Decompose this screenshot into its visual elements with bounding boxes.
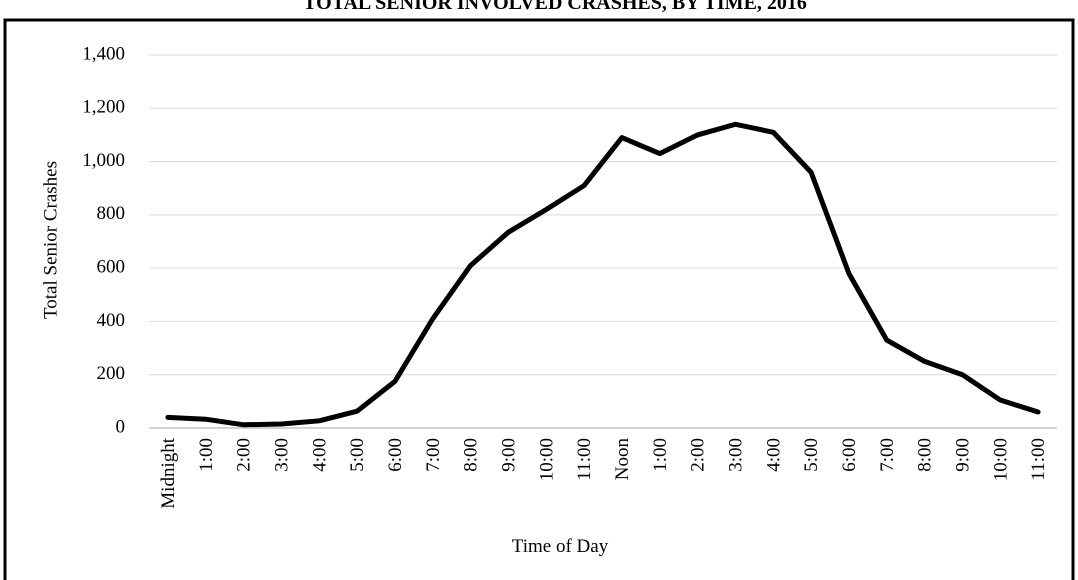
x-tick-label: 7:00	[877, 438, 898, 472]
y-tick-label: 800	[97, 203, 126, 224]
y-tick-label: 1,200	[82, 97, 125, 118]
x-tick-label: 11:00	[574, 438, 595, 481]
y-tick-label: 600	[97, 257, 126, 278]
x-tick-label: 5:00	[347, 438, 368, 472]
chart-border	[3, 18, 1075, 580]
x-tick-label: 6:00	[385, 438, 406, 472]
x-tick-label: 8:00	[461, 438, 482, 472]
x-tick-label: 11:00	[1028, 438, 1049, 481]
x-tick-label: 10:00	[990, 438, 1011, 481]
x-tick-label: 2:00	[688, 438, 709, 472]
x-tick-label: 5:00	[801, 438, 822, 472]
chart-title: TOTAL SENIOR INVOLVED CRASHES, BY TIME, …	[303, 0, 807, 14]
x-tick-label: 4:00	[763, 438, 784, 472]
y-axis-title: Total Senior Crashes	[40, 161, 61, 319]
x-tick-label: 3:00	[725, 438, 746, 472]
x-tick-label: 3:00	[271, 438, 292, 472]
x-tick-label: 7:00	[423, 438, 444, 472]
x-tick-label: Noon	[612, 438, 633, 481]
x-tick-label: 2:00	[234, 438, 255, 472]
x-tick-label: 10:00	[536, 438, 557, 481]
x-tick-label: 4:00	[309, 438, 330, 472]
x-tick-label: 9:00	[498, 438, 519, 472]
y-tick-label: 1,000	[82, 150, 125, 171]
x-tick-label: Midnight	[158, 437, 179, 508]
y-tick-label: 1,400	[82, 43, 125, 64]
line-series	[165, 121, 1041, 428]
y-tick-label: 400	[97, 310, 126, 331]
x-tick-label: 1:00	[650, 438, 671, 472]
x-tick-label: 6:00	[839, 438, 860, 472]
x-tick-label: 1:00	[196, 438, 217, 472]
x-tick-label: 8:00	[915, 438, 936, 472]
x-tick-label: 9:00	[952, 438, 973, 472]
y-tick-label: 0	[116, 416, 126, 437]
x-axis-title: Time of Day	[512, 536, 609, 557]
y-tick-label: 200	[97, 363, 126, 384]
